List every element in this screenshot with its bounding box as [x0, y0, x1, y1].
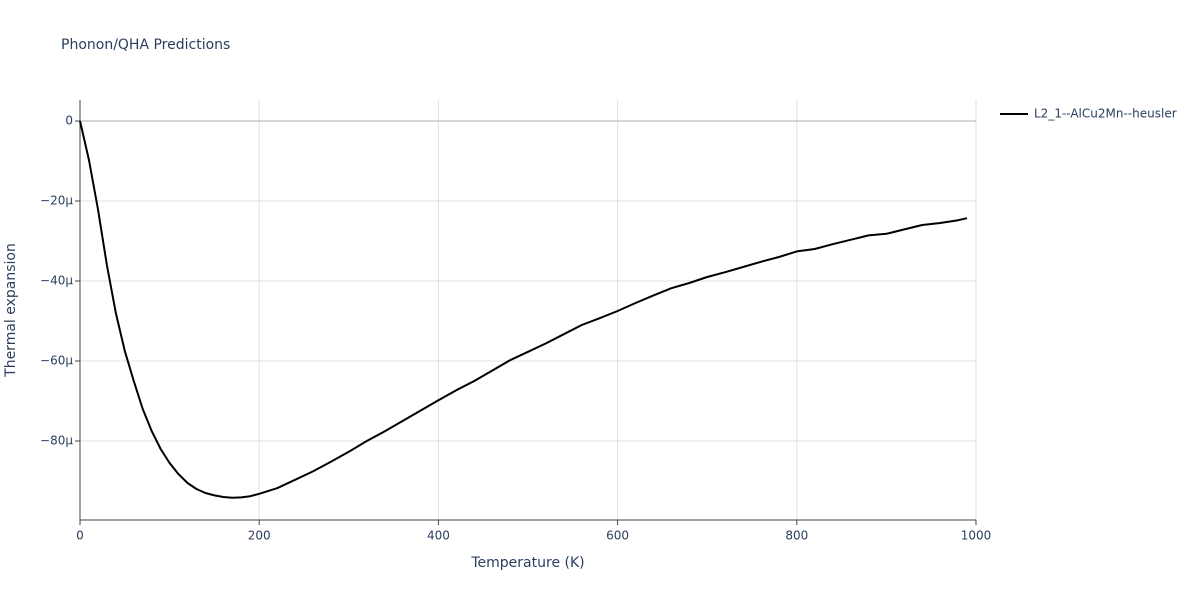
- y-tick-label: −60µ: [40, 354, 73, 368]
- y-axis-title: Thermal expansion: [3, 243, 19, 378]
- x-tick-label: 1000: [961, 529, 992, 543]
- chart-title: Phonon/QHA Predictions: [61, 37, 230, 53]
- legend-label: L2_1--AlCu2Mn--heusler: [1034, 107, 1177, 121]
- x-tick-label: 200: [248, 529, 271, 543]
- y-tick-label: −80µ: [40, 434, 73, 448]
- y-tick-label: 0: [65, 114, 73, 128]
- x-tick-label: 600: [606, 529, 629, 543]
- x-axis-title: Temperature (K): [470, 555, 584, 571]
- y-tick-label: −40µ: [40, 274, 73, 288]
- data-line: [79, 120, 968, 499]
- x-tick-label: 800: [785, 529, 808, 543]
- x-tick-label: 0: [76, 529, 84, 543]
- x-tick-label: 400: [427, 529, 450, 543]
- y-tick-label: −20µ: [40, 194, 73, 208]
